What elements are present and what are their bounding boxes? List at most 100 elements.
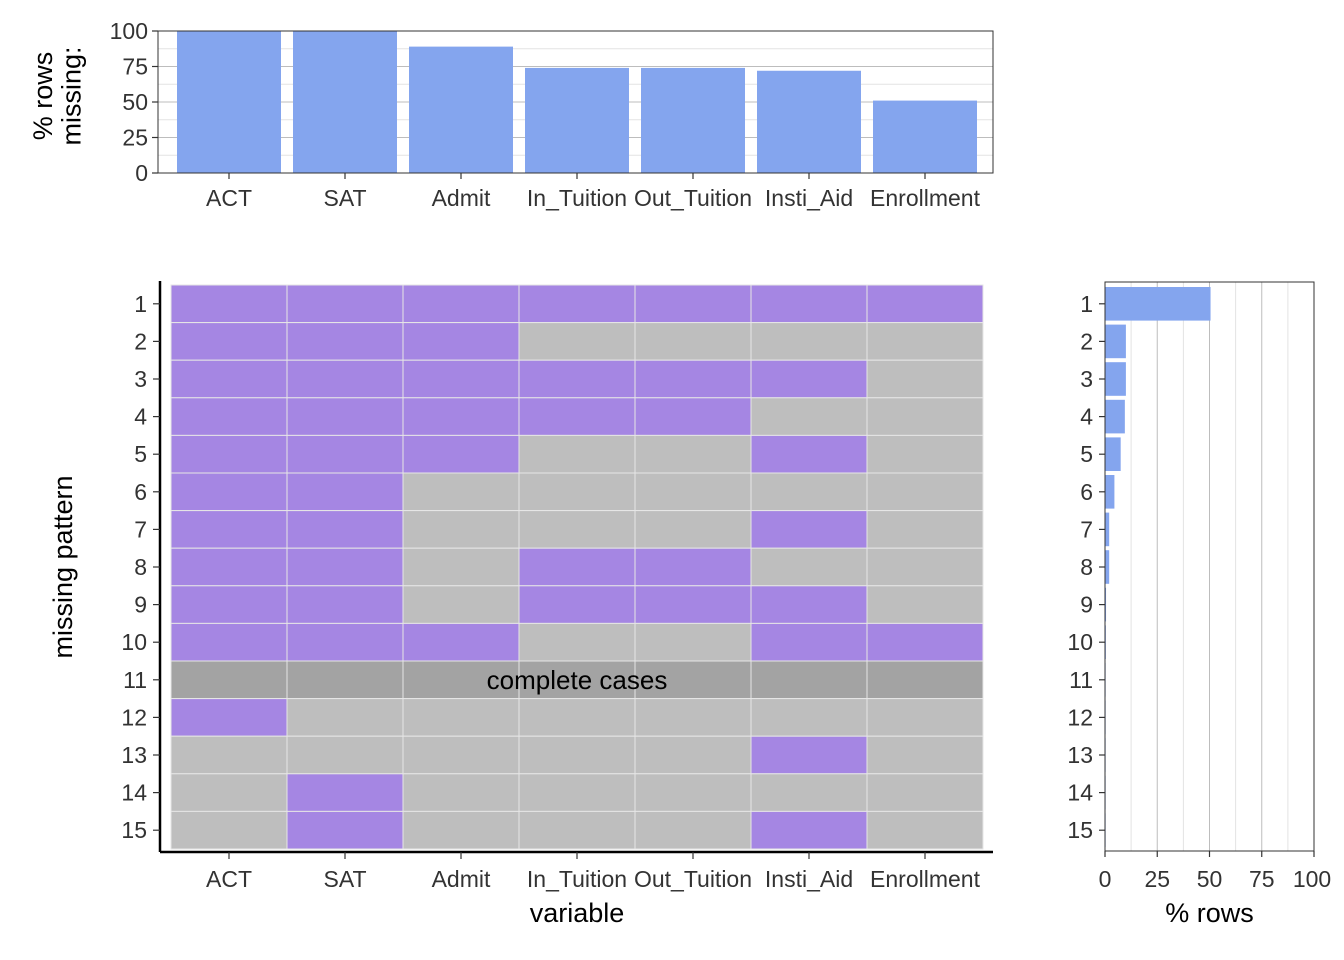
main-y-tick-label: 6 (134, 479, 147, 505)
heat-cell-r8-In_Tuition (518, 547, 636, 587)
heat-cell-r8-Enrollment (866, 547, 984, 587)
heat-cell-r5-Insti_Aid (750, 434, 868, 474)
heat-cell-r12-In_Tuition (518, 698, 636, 737)
heat-cell-r14-ACT (170, 773, 288, 812)
heat-cell-r11-Out_Tuition (634, 660, 752, 700)
main-y-tick-label: 5 (134, 441, 147, 467)
heat-cell-r3-Out_Tuition (634, 359, 752, 399)
top-x-tick-label: Insti_Aid (765, 185, 853, 211)
main-y-tick-label: 13 (121, 742, 147, 768)
right-bar-5 (1105, 437, 1121, 471)
heat-cell-r6-Out_Tuition (634, 472, 752, 512)
heat-cell-r6-SAT (286, 472, 404, 512)
heat-cell-r14-Admit (402, 773, 520, 812)
heat-cell-r1-Insti_Aid (750, 284, 868, 324)
main-y-tick-label: 2 (134, 328, 147, 354)
right-y-tick-label: 10 (1067, 629, 1093, 655)
main-y-tick-label: 14 (121, 780, 147, 806)
heat-cell-r4-Out_Tuition (634, 397, 752, 436)
main-y-axis-title: missing pattern (48, 475, 78, 658)
heat-cell-r3-Insti_Aid (750, 359, 868, 399)
heat-cell-r14-Insti_Aid (750, 773, 868, 812)
heat-cell-r13-Admit (402, 735, 520, 775)
top-y-axis-title-line: missing: (56, 46, 86, 145)
heat-cell-r9-Insti_Aid (750, 585, 868, 624)
heat-cell-r4-SAT (286, 397, 404, 436)
heat-cell-r2-ACT (170, 322, 288, 361)
main-y-tick-label: 9 (134, 592, 147, 618)
heat-cell-r11-SAT (286, 660, 404, 700)
main-y-tick-label: 11 (123, 667, 147, 693)
heat-cell-r14-In_Tuition (518, 773, 636, 812)
top-bar-In_Tuition (525, 67, 629, 173)
heat-cell-r11-ACT (170, 660, 288, 700)
right-y-tick-label: 5 (1080, 441, 1093, 467)
right-y-tick-label: 2 (1080, 328, 1093, 354)
main-x-tick-label: Enrollment (870, 866, 981, 892)
heat-cell-r5-ACT (170, 434, 288, 474)
main-x-tick-label: Out_Tuition (634, 866, 752, 892)
heat-cell-r1-Out_Tuition (634, 284, 752, 324)
top-bar-Out_Tuition (641, 67, 745, 173)
heat-cell-r5-Admit (402, 434, 520, 474)
right-y-tick-label: 15 (1067, 817, 1093, 843)
right-y-tick-label: 4 (1080, 404, 1093, 430)
main-y-tick-label: 4 (134, 404, 147, 430)
right-bar-3 (1105, 362, 1126, 396)
top-y-axis-title: % rowsmissing: (28, 46, 86, 145)
right-x-tick-label: 100 (1293, 866, 1331, 892)
heat-cell-r10-SAT (286, 622, 404, 662)
heat-cell-r10-ACT (170, 622, 288, 662)
top-y-tick-label: 25 (122, 125, 148, 151)
top-bar-Admit (409, 46, 513, 174)
heat-cell-r4-ACT (170, 397, 288, 436)
heat-cell-r10-Enrollment (866, 622, 984, 662)
heat-cell-r15-Enrollment (866, 810, 984, 850)
heat-cell-r15-SAT (286, 810, 404, 850)
heat-cell-r15-In_Tuition (518, 810, 636, 850)
main-y-tick-label: 15 (121, 817, 147, 843)
heat-cell-r9-SAT (286, 585, 404, 624)
heat-cell-r1-Enrollment (866, 284, 984, 324)
top-x-tick-label: Enrollment (870, 185, 981, 211)
heat-cell-r8-SAT (286, 547, 404, 587)
right-x-tick-label: 0 (1099, 866, 1112, 892)
heat-cell-r1-In_Tuition (518, 284, 636, 324)
heat-cell-r2-Insti_Aid (750, 322, 868, 361)
heat-cell-r5-Out_Tuition (634, 434, 752, 474)
heat-cell-r7-In_Tuition (518, 510, 636, 549)
heat-cell-r15-Out_Tuition (634, 810, 752, 850)
heat-cell-r8-Admit (402, 547, 520, 587)
heat-cell-r7-SAT (286, 510, 404, 549)
heat-cell-r14-Out_Tuition (634, 773, 752, 812)
main-y-tick-label: 12 (121, 704, 147, 730)
heat-cell-r8-Insti_Aid (750, 547, 868, 587)
right-x-tick-label: 75 (1249, 866, 1275, 892)
main-y-tick-label: 1 (134, 291, 147, 317)
heat-cell-r7-Insti_Aid (750, 510, 868, 549)
heat-cell-r15-Admit (402, 810, 520, 850)
heat-cell-r7-ACT (170, 510, 288, 549)
heat-cell-r4-Admit (402, 397, 520, 436)
main-x-tick-label: Admit (432, 866, 491, 892)
heat-cell-r2-In_Tuition (518, 322, 636, 361)
top-x-tick-label: Out_Tuition (634, 185, 752, 211)
top-y-tick-label: 100 (110, 18, 148, 44)
top-bar-ACT (177, 31, 281, 173)
heat-cell-r11-Enrollment (866, 660, 984, 700)
heat-cell-r13-Enrollment (866, 735, 984, 775)
heat-cell-r14-SAT (286, 773, 404, 812)
heat-cell-r12-Admit (402, 698, 520, 737)
heat-cell-r11-In_Tuition (518, 660, 636, 700)
heat-cell-r9-Admit (402, 585, 520, 624)
right-y-tick-label: 14 (1067, 780, 1093, 806)
heat-cell-r12-Enrollment (866, 698, 984, 737)
right-bar-9 (1105, 587, 1107, 622)
heat-cell-r4-Enrollment (866, 397, 984, 436)
top-x-tick-label: ACT (206, 185, 252, 211)
top-bar-Insti_Aid (757, 70, 861, 173)
heat-cell-r9-In_Tuition (518, 585, 636, 624)
